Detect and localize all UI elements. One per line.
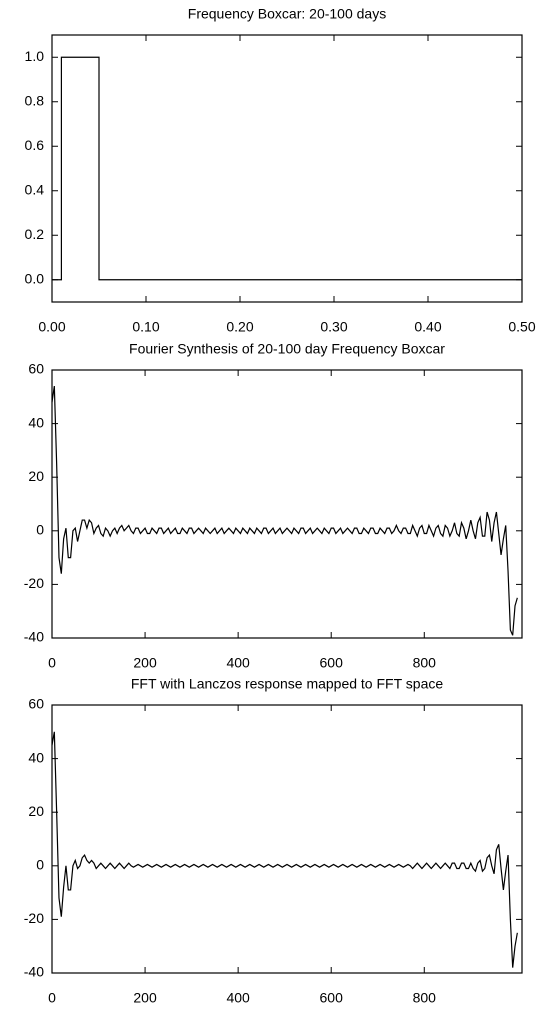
y-tick-label: -40	[24, 964, 44, 980]
x-tick-label: 0.50	[508, 319, 535, 335]
y-tick-label: 0.2	[25, 226, 45, 242]
y-tick-label: 0.0	[25, 270, 45, 286]
y-tick-label: 0.6	[25, 137, 45, 153]
y-tick-label: 60	[28, 696, 44, 712]
chart-title: Frequency Boxcar: 20-100 days	[188, 6, 386, 22]
y-tick-label: 40	[28, 749, 44, 765]
y-tick-label: -20	[24, 910, 44, 926]
x-tick-label: 800	[413, 655, 437, 671]
y-tick-label: 40	[28, 414, 44, 430]
y-tick-label: 0.4	[25, 181, 45, 197]
chart-title: FFT with Lanczos response mapped to FFT …	[131, 676, 444, 692]
x-tick-label: 400	[226, 990, 250, 1006]
plot-frame	[51, 704, 523, 974]
y-tick-label: 20	[28, 803, 44, 819]
x-tick-label: 0.00	[38, 319, 65, 335]
x-tick-label: 0.20	[226, 319, 253, 335]
x-tick-label: 200	[133, 655, 157, 671]
y-tick-label: -40	[24, 629, 44, 645]
x-tick-label: 0	[48, 990, 56, 1006]
y-tick-label: 60	[28, 361, 44, 377]
plot-frame	[51, 369, 523, 639]
y-tick-label: 1.0	[25, 48, 45, 64]
y-tick-label: 20	[28, 468, 44, 484]
x-tick-label: 600	[320, 990, 344, 1006]
x-tick-label: 800	[413, 990, 437, 1006]
chart-title: Fourier Synthesis of 20-100 day Frequenc…	[129, 341, 445, 357]
x-tick-label: 0	[48, 655, 56, 671]
x-tick-label: 0.40	[414, 319, 441, 335]
x-tick-label: 400	[226, 655, 250, 671]
data-line	[51, 731, 518, 968]
y-tick-label: 0	[36, 857, 44, 873]
y-tick-label: 0	[36, 522, 44, 538]
y-tick-label: 0.8	[25, 92, 45, 108]
x-tick-label: 200	[133, 990, 157, 1006]
x-tick-label: 600	[320, 655, 344, 671]
x-tick-label: 0.10	[132, 319, 159, 335]
data-line	[51, 385, 518, 636]
data-line	[52, 56, 522, 281]
y-tick-label: -20	[24, 575, 44, 591]
x-tick-label: 0.30	[320, 319, 347, 335]
plot-frame	[51, 34, 523, 303]
